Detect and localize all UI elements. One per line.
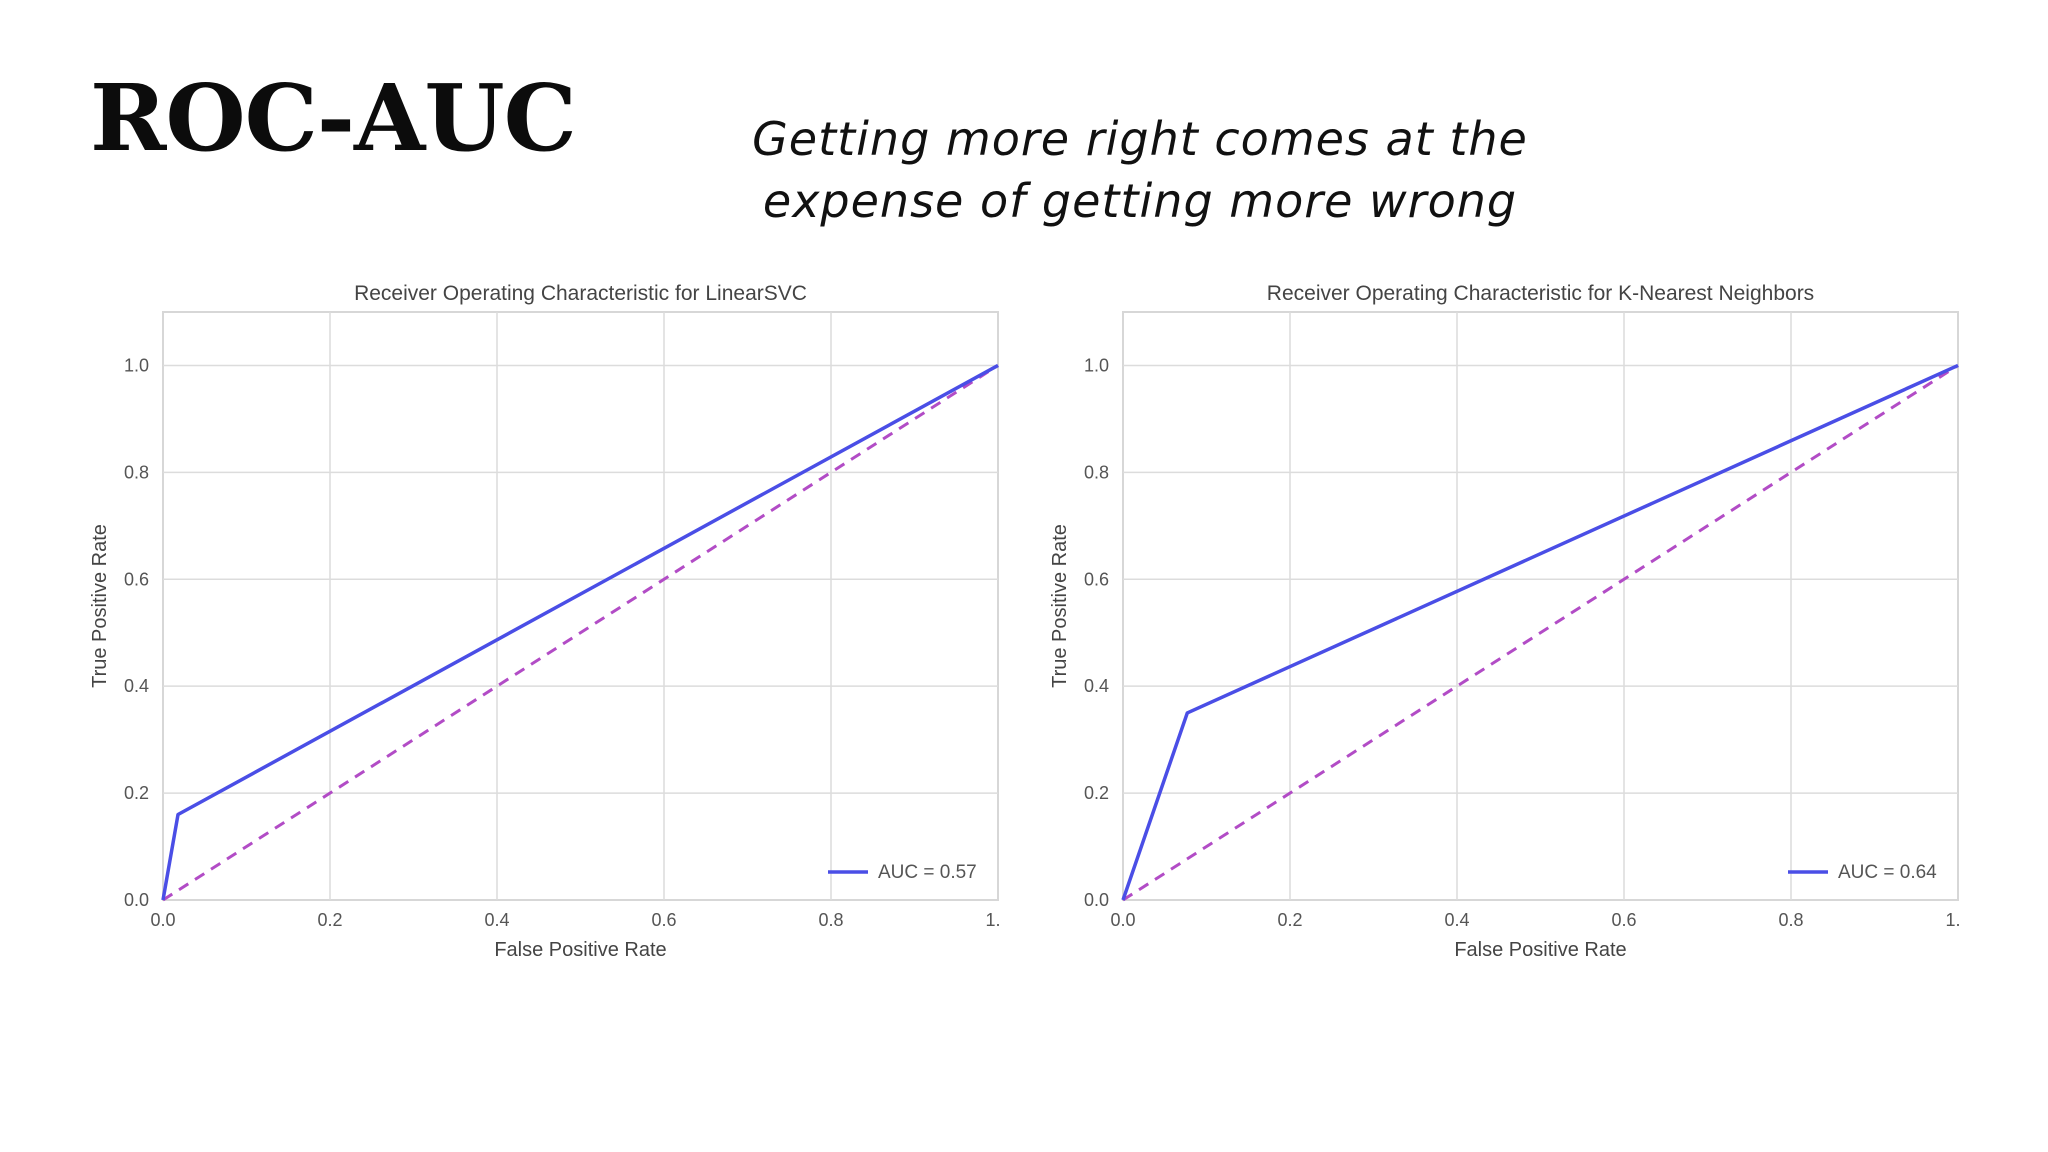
x-axis-title: False Positive Rate: [494, 939, 666, 961]
plot-area: [1122, 311, 1959, 901]
x-tick-label: 0.2: [317, 910, 342, 930]
y-tick-label: 0.8: [1084, 462, 1109, 482]
legend-label: AUC = 0.64: [1838, 862, 1937, 883]
chart-svg: 0.0 0.2 0.4 0.6 0.8 1.0 0.0 0.2 0.4 0.6 0.8 1.0 Rece…: [1049, 282, 1960, 961]
y-tick-label: 1.0: [124, 355, 149, 375]
slide-subtitle-line-2: expense of getting more wrong: [762, 174, 1518, 228]
chart-title: Receiver Operating Characteristic for K-…: [1267, 282, 1814, 305]
y-tick-label: 0.8: [124, 462, 149, 482]
x-tick-label: 1.0: [1945, 910, 1960, 930]
slide-subtitle-line-1: Getting more right comes at the: [752, 112, 1528, 166]
roc-chart-knn: 0.0 0.2 0.4 0.6 0.8 1.0 0.0 0.2 0.4 0.6 0.8 1.0 Rece…: [1000, 270, 1960, 990]
y-tick-label: 0.4: [1084, 676, 1109, 696]
x-tick-label: 0.8: [1778, 910, 1803, 930]
x-tick-label: 0.6: [1611, 910, 1636, 930]
y-tick-label: 1.0: [1084, 355, 1109, 375]
legend-label: AUC = 0.57: [878, 862, 977, 883]
roc-curve-line: [1121, 363, 1959, 901]
x-tick-label: 1.0: [985, 910, 1000, 930]
y-axis-title: True Positive Rate: [89, 524, 111, 688]
y-tick-label: 0.2: [124, 783, 149, 803]
y-tick-label: 0.6: [1084, 569, 1109, 589]
roc-curve-line: [161, 363, 999, 901]
y-tick-label: 0.2: [1084, 783, 1109, 803]
x-tick-label: 0.4: [1444, 910, 1469, 930]
x-tick-label: 0.0: [1110, 910, 1135, 930]
y-tick-label: 0.0: [124, 890, 149, 910]
x-tick-label: 0.8: [818, 910, 843, 930]
x-tick-label: 0.4: [484, 910, 509, 930]
chart-svg: 0.0 0.2 0.4 0.6 0.8 1.0 0.0 0.2 0.4 0.6 0.8 1.0 Rece…: [89, 282, 1000, 961]
slide-title: ROC-AUC: [90, 64, 577, 172]
plot-area: [162, 311, 999, 901]
y-tick-label: 0.4: [124, 676, 149, 696]
x-axis-title: False Positive Rate: [1454, 939, 1626, 961]
y-tick-label: 0.6: [124, 569, 149, 589]
x-tick-label: 0.6: [651, 910, 676, 930]
chart-title: Receiver Operating Characteristic for Li…: [354, 282, 807, 305]
x-tick-label: 0.0: [150, 910, 175, 930]
x-tick-label: 0.2: [1277, 910, 1302, 930]
slide-subtitle: Getting more right comes at the expense …: [740, 108, 1540, 232]
chance-line: [1122, 364, 1959, 902]
chance-line: [162, 364, 999, 902]
y-axis-title: True Positive Rate: [1049, 524, 1071, 688]
roc-chart-linearsvc: 0.0 0.2 0.4 0.6 0.8 1.0 0.0 0.2 0.4 0.6 0.8 1.0 Rece…: [40, 270, 1000, 990]
y-tick-label: 0.0: [1084, 890, 1109, 910]
